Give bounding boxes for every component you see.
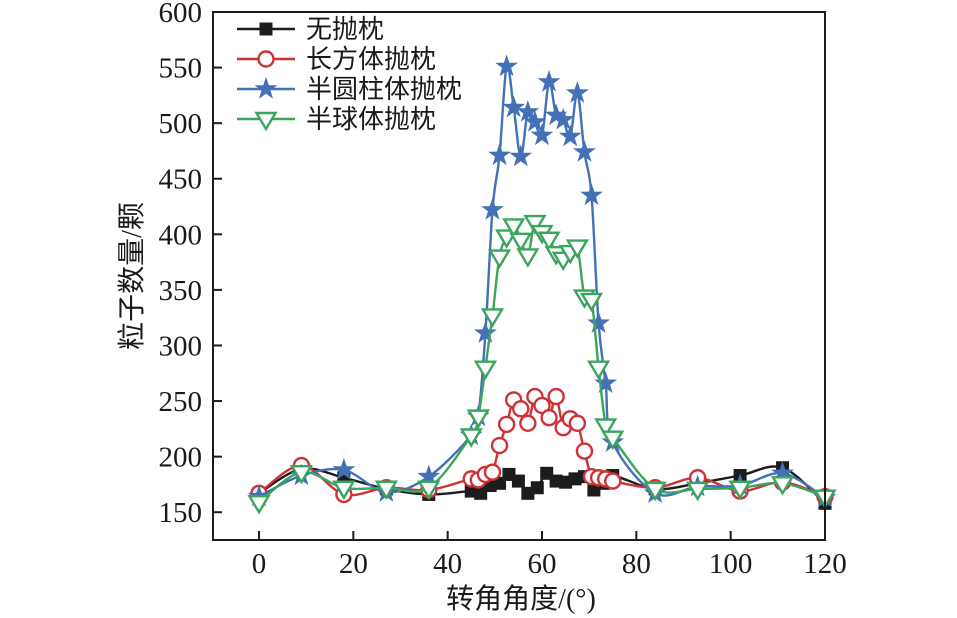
series-marker-2 xyxy=(481,197,504,220)
plot-border xyxy=(212,11,826,541)
series-marker-3 xyxy=(594,418,618,438)
series-marker-3 xyxy=(502,218,526,238)
series-marker-2 xyxy=(573,140,596,162)
series-marker-1 xyxy=(519,414,537,432)
series-marker-0 xyxy=(511,474,525,488)
series-marker-1 xyxy=(497,415,516,434)
series-marker-3 xyxy=(728,480,752,501)
y-tick-label: 200 xyxy=(159,442,203,474)
series-marker-3 xyxy=(586,360,611,381)
y-tick-label: 400 xyxy=(159,219,203,251)
series-marker-3 xyxy=(247,495,271,515)
series-marker-3 xyxy=(537,231,561,252)
series-marker-2 xyxy=(509,144,533,167)
y-tick-label: 550 xyxy=(159,53,203,85)
series-marker-2 xyxy=(594,371,618,393)
y-axis-title: 粒子数量/颗 xyxy=(116,202,148,350)
x-tick-label: 80 xyxy=(622,548,651,580)
series-marker-1 xyxy=(483,463,502,481)
series-marker-2 xyxy=(587,311,610,333)
series-marker-3 xyxy=(643,481,667,502)
series-marker-3 xyxy=(579,292,604,313)
series-marker-2 xyxy=(537,70,561,92)
series-marker-3 xyxy=(289,464,314,485)
series-marker-2 xyxy=(502,95,526,118)
x-tick-label: 60 xyxy=(527,548,556,580)
series-marker-1 xyxy=(512,400,530,418)
y-tick-label: 250 xyxy=(159,386,203,418)
legend-marker-1 xyxy=(257,50,275,68)
series-marker-1 xyxy=(575,442,594,460)
series-marker-3 xyxy=(770,476,795,496)
series-marker-3 xyxy=(466,409,490,429)
series-marker-3 xyxy=(516,248,540,268)
series-marker-2 xyxy=(495,54,518,77)
series-marker-1 xyxy=(604,472,622,490)
series-marker-2 xyxy=(417,464,441,487)
x-tick-label: 100 xyxy=(709,548,753,580)
series-marker-3 xyxy=(509,232,533,253)
x-tick-label: 40 xyxy=(433,548,462,580)
series-marker-2 xyxy=(516,100,540,122)
series-marker-2 xyxy=(544,103,568,126)
series-marker-2 xyxy=(580,183,603,206)
series-marker-2 xyxy=(566,81,589,103)
x-tick-label: 120 xyxy=(803,548,847,580)
legend-label-2: 半圆柱体抛枕 xyxy=(306,75,462,104)
x-axis-title: 转角角度/(°) xyxy=(446,583,596,615)
series-marker-1 xyxy=(490,436,509,455)
y-tick-label: 150 xyxy=(159,497,203,529)
series-marker-2 xyxy=(551,107,575,130)
series-marker-1 xyxy=(568,414,587,432)
series-marker-2 xyxy=(523,110,547,132)
legend-marker-0 xyxy=(259,22,273,36)
y-tick-label: 450 xyxy=(159,164,203,196)
series-marker-3 xyxy=(565,239,589,259)
series-marker-3 xyxy=(601,430,625,451)
y-tick-label: 600 xyxy=(159,0,203,29)
x-tick-label: 0 xyxy=(252,548,267,580)
legend-label-1: 长方体抛枕 xyxy=(306,45,436,74)
series-marker-0 xyxy=(530,481,544,495)
series-marker-3 xyxy=(480,308,505,328)
series-marker-2 xyxy=(332,458,356,480)
legend-label-3: 半球体抛枕 xyxy=(306,105,436,134)
series-marker-3 xyxy=(473,360,498,381)
series-marker-2 xyxy=(488,143,511,166)
series-marker-2 xyxy=(558,124,582,147)
series-marker-3 xyxy=(686,481,710,502)
series-marker-3 xyxy=(332,480,356,501)
series-marker-2 xyxy=(474,321,497,343)
y-tick-label: 300 xyxy=(159,330,203,362)
series-marker-3 xyxy=(374,480,398,501)
series-marker-1 xyxy=(547,387,565,406)
legend-marker-2 xyxy=(254,77,278,99)
series-marker-1 xyxy=(540,409,558,427)
series-marker-3 xyxy=(523,214,547,235)
series-marker-3 xyxy=(417,480,441,501)
series-marker-3 xyxy=(459,428,483,448)
y-tick-label: 350 xyxy=(159,275,203,307)
legend-marker-3 xyxy=(254,111,278,132)
series-marker-3 xyxy=(487,249,512,269)
y-tick-label: 500 xyxy=(159,108,203,140)
legend-label-0: 无抛枕 xyxy=(306,15,384,44)
series-marker-2 xyxy=(771,461,794,483)
series-marker-2 xyxy=(530,123,554,146)
x-tick-label: 20 xyxy=(339,548,368,580)
